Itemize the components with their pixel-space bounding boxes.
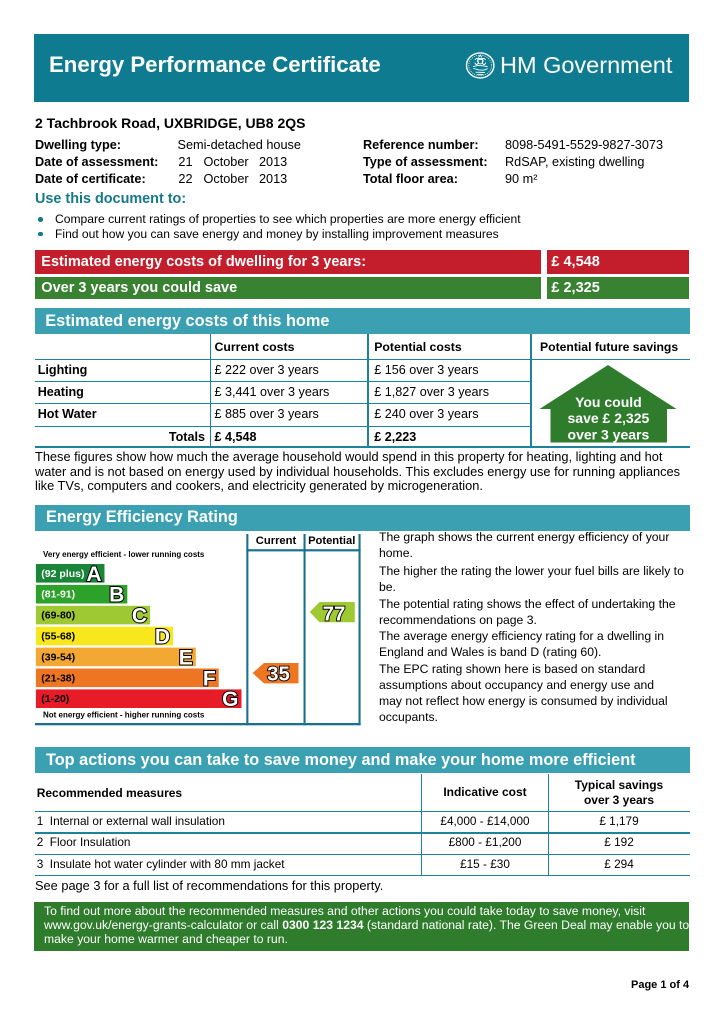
svg-text:You could: You could [575, 394, 642, 410]
svg-text:G: G [222, 688, 238, 711]
svg-text:B: B [109, 584, 124, 607]
svg-text:(92 plus): (92 plus) [41, 568, 84, 580]
svg-text:(21-38): (21-38) [41, 672, 75, 684]
svg-text:Potential: Potential [308, 535, 355, 547]
svg-text:D: D [155, 626, 170, 649]
svg-text:Not energy efficient - higher: Not energy efficient - higher running co… [43, 711, 205, 720]
svg-text:(69-80): (69-80) [41, 610, 75, 622]
svg-text:(81-91): (81-91) [41, 589, 75, 601]
svg-text:save £ 2,325: save £ 2,325 [568, 410, 650, 426]
svg-text:(39-54): (39-54) [41, 651, 75, 663]
svg-text:F: F [203, 667, 216, 690]
svg-text:C: C [132, 605, 147, 628]
svg-text:E: E [179, 646, 193, 669]
svg-text:over 3 years: over 3 years [568, 427, 650, 443]
svg-text:Very energy efficient - lower: Very energy efficient - lower running co… [43, 550, 205, 559]
svg-text:77: 77 [323, 602, 346, 625]
svg-text:(1-20): (1-20) [41, 693, 69, 705]
svg-text:Current: Current [256, 535, 297, 547]
svg-text:A: A [86, 563, 101, 586]
svg-text:35: 35 [267, 662, 290, 685]
svg-text:(55-68): (55-68) [41, 631, 75, 643]
